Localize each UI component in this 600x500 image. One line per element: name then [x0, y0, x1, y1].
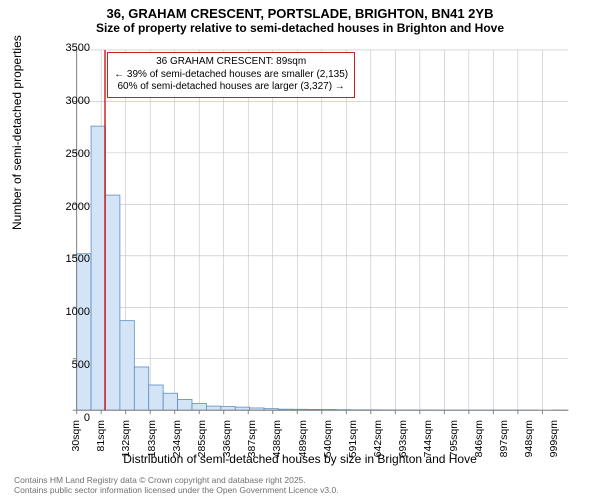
y-tick-label: 2500: [40, 148, 90, 160]
x-axis-label: Distribution of semi-detached houses by …: [0, 452, 600, 466]
x-tick-label: 999sqm: [548, 420, 560, 480]
y-axis-label: Number of semi-detached properties: [10, 35, 24, 230]
histogram-svg: [70, 48, 575, 418]
y-tick-label: 2000: [40, 201, 90, 213]
chart-title: 36, GRAHAM CRESCENT, PORTSLADE, BRIGHTON…: [0, 0, 600, 35]
x-tick-label: 642sqm: [372, 420, 384, 480]
x-tick-label: 336sqm: [221, 420, 233, 480]
title-line1: 36, GRAHAM CRESCENT, PORTSLADE, BRIGHTON…: [0, 6, 600, 21]
y-tick-label: 0: [40, 412, 90, 424]
x-tick-label: 285sqm: [196, 420, 208, 480]
annotation-line2: ← 39% of semi-detached houses are smalle…: [114, 69, 348, 82]
annotation-box: 36 GRAHAM CRESCENT: 89sqm ← 39% of semi-…: [107, 52, 355, 98]
x-tick-label: 693sqm: [397, 420, 409, 480]
x-tick-label: 132sqm: [120, 420, 132, 480]
x-tick-label: 489sqm: [297, 420, 309, 480]
annotation-line3: 60% of semi-detached houses are larger (…: [114, 81, 348, 94]
y-tick-label: 1500: [40, 253, 90, 265]
x-tick-label: 387sqm: [246, 420, 258, 480]
x-tick-label: 183sqm: [146, 420, 158, 480]
chart-plot-area: 36 GRAHAM CRESCENT: 89sqm ← 39% of semi-…: [70, 48, 575, 418]
x-tick-label: 897sqm: [498, 420, 510, 480]
y-tick-label: 3500: [40, 42, 90, 54]
x-tick-label: 30sqm: [70, 420, 82, 480]
x-tick-label: 81sqm: [95, 420, 107, 480]
annotation-line1: 36 GRAHAM CRESCENT: 89sqm: [114, 56, 348, 69]
x-tick-label: 234sqm: [171, 420, 183, 480]
x-tick-label: 744sqm: [422, 420, 434, 480]
y-tick-label: 1000: [40, 306, 90, 318]
x-tick-label: 846sqm: [473, 420, 485, 480]
footer-line2: Contains public sector information licen…: [14, 486, 339, 496]
y-tick-label: 3000: [40, 95, 90, 107]
x-tick-label: 540sqm: [322, 420, 334, 480]
y-tick-label: 500: [40, 359, 90, 371]
x-tick-label: 591sqm: [347, 420, 359, 480]
x-tick-label: 795sqm: [448, 420, 460, 480]
title-line2: Size of property relative to semi-detach…: [0, 21, 600, 35]
footer-attribution: Contains HM Land Registry data © Crown c…: [14, 476, 339, 496]
x-tick-label: 438sqm: [271, 420, 283, 480]
x-tick-label: 948sqm: [523, 420, 535, 480]
